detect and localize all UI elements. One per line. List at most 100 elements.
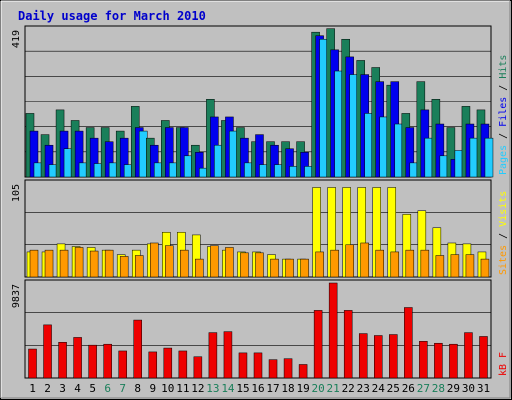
bar-kb-f-day-14 <box>223 331 233 379</box>
x-tick-label-day-14: 14 <box>221 382 235 395</box>
x-tick-label-day-11: 11 <box>176 382 189 395</box>
legend-entry-visits: Visits <box>498 191 509 227</box>
bar-kb-f-day-2 <box>43 324 52 379</box>
bar-kb-f-day-9 <box>148 351 158 379</box>
bar-sites-day-29 <box>450 254 460 278</box>
legend-entry-hits: Hits <box>498 55 509 79</box>
x-tick-label-day-28: 28 <box>432 382 445 395</box>
x-tick-label-day-5: 5 <box>89 382 96 395</box>
x-tick-label-day-4: 4 <box>74 382 81 395</box>
x-tick-label-day-27: 27 <box>417 382 430 395</box>
bar-sites-day-10 <box>165 245 174 278</box>
bar-kb-f-day-1 <box>28 348 37 379</box>
bar-sites-day-14 <box>225 247 234 278</box>
bar-kb-f-day-4 <box>73 337 82 379</box>
x-tick-label-day-17: 17 <box>266 382 279 395</box>
y-max-label: 105 <box>11 184 22 202</box>
legend-separator: / <box>498 127 509 145</box>
bar-kb-f-day-10 <box>163 347 173 379</box>
bar-kb-f-day-7 <box>118 350 127 379</box>
bar-sites-day-7 <box>119 256 129 278</box>
bar-kb-f-day-3 <box>58 342 67 379</box>
x-tick-label-day-19: 19 <box>296 382 309 395</box>
bar-kb-f-day-31 <box>479 336 488 379</box>
bar-kb-f-day-28 <box>434 342 443 379</box>
bar-kb-f-day-24 <box>374 335 383 379</box>
bar-sites-day-9 <box>150 242 159 278</box>
x-tick-label-day-22: 22 <box>342 382 355 395</box>
legend: Sites / Visits <box>498 191 509 275</box>
legend-separator: / <box>498 227 509 245</box>
bar-kb-f-day-12 <box>193 356 203 379</box>
bar-sites-day-17 <box>270 258 279 278</box>
bar-kb-f-day-13 <box>208 332 218 379</box>
x-tick-label-day-29: 29 <box>447 382 460 395</box>
x-tick-label-day-25: 25 <box>387 382 400 395</box>
legend-entry-pages: Pages <box>498 145 509 175</box>
bar-sites-day-28 <box>435 255 445 278</box>
x-tick-label-day-6: 6 <box>104 382 111 395</box>
bar-sites-day-6 <box>104 249 114 278</box>
x-tick-label-day-30: 30 <box>462 382 475 395</box>
bar-sites-day-20 <box>315 251 324 278</box>
x-tick-label-day-21: 21 <box>327 382 340 395</box>
legend: Pages / Files / Hits <box>498 55 509 175</box>
bar-kb-f-day-30 <box>464 332 473 379</box>
bar-sites-day-1 <box>29 249 39 278</box>
bar-kb-f-day-5 <box>88 344 97 379</box>
bar-sites-day-8 <box>134 255 144 278</box>
x-tick-label-day-1: 1 <box>29 382 36 395</box>
bar-kb-f-day-26 <box>404 307 413 379</box>
y-max-label: 9837 <box>11 284 22 308</box>
bar-kb-f-day-29 <box>449 343 458 379</box>
x-tick-label-day-12: 12 <box>191 382 204 395</box>
x-tick-label-day-24: 24 <box>372 382 386 395</box>
bar-sites-day-5 <box>89 250 99 278</box>
bar-sites-day-13 <box>210 245 219 278</box>
y-max-label: 419 <box>11 30 22 48</box>
chart-title: Daily usage for March 2010 <box>18 9 206 23</box>
bar-kb-f-day-6 <box>103 343 112 379</box>
bar-kb-f-day-20 <box>313 310 323 379</box>
x-tick-label-day-20: 20 <box>312 382 325 395</box>
x-tick-label-day-8: 8 <box>134 382 141 395</box>
bar-sites-day-26 <box>405 249 415 278</box>
bar-sites-day-15 <box>240 252 249 278</box>
x-tick-label-day-26: 26 <box>402 382 415 395</box>
bar-kb-f-day-25 <box>389 334 398 379</box>
bar-kb-f-day-21 <box>328 282 338 379</box>
x-tick-label-day-10: 10 <box>161 382 174 395</box>
legend-separator: / <box>498 79 509 97</box>
chart-panel-2: 105 Sites / Visits <box>11 179 509 278</box>
legend: kB F <box>498 352 509 376</box>
bar-sites-day-2 <box>44 249 54 278</box>
bar-kb-f-day-27 <box>419 341 428 379</box>
bar-sites-day-30 <box>465 254 475 278</box>
x-tick-label-day-31: 31 <box>477 382 490 395</box>
bar-pages-day-31 <box>484 137 494 178</box>
bar-kb-f-day-18 <box>283 358 293 379</box>
bar-kb-f-day-19 <box>298 364 308 379</box>
bar-sites-day-3 <box>59 249 69 278</box>
x-tick-label-day-23: 23 <box>357 382 370 395</box>
bar-sites-day-18 <box>285 258 294 278</box>
bar-kb-f-day-15 <box>238 352 248 379</box>
x-tick-label-day-15: 15 <box>236 382 249 395</box>
chart-panel-3: 9837 kB F <box>11 279 509 379</box>
x-tick-label-day-3: 3 <box>59 382 66 395</box>
bar-sites-day-24 <box>375 249 384 278</box>
bar-sites-day-23 <box>360 242 369 278</box>
bar-sites-day-21 <box>330 249 339 278</box>
bar-kb-f-day-11 <box>178 350 188 379</box>
legend-entry-sites: Sites <box>498 245 509 275</box>
x-tick-label-day-9: 9 <box>149 382 156 395</box>
bar-sites-day-4 <box>74 247 84 278</box>
x-tick-label-day-2: 2 <box>44 382 51 395</box>
x-tick-label-day-13: 13 <box>206 382 219 395</box>
chart-panel-1: 419 Pages / Files / Hits <box>11 25 509 178</box>
bar-kb-f-day-22 <box>343 310 353 379</box>
bar-sites-day-22 <box>345 244 354 278</box>
bar-kb-f-day-8 <box>133 319 142 379</box>
bar-sites-day-27 <box>420 249 430 278</box>
bar-sites-day-19 <box>300 258 309 278</box>
